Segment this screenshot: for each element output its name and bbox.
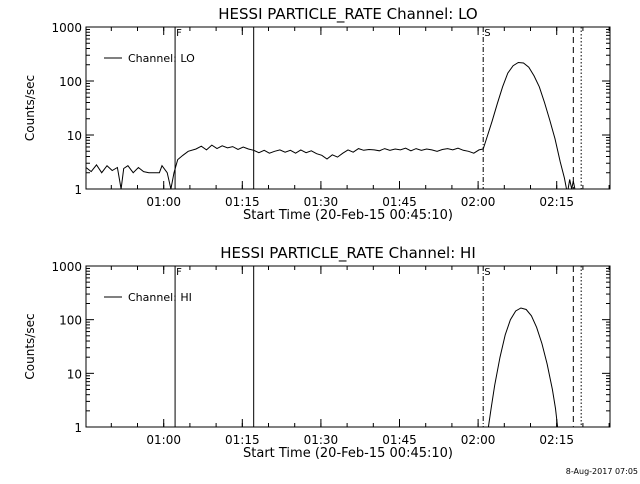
x-axis-label: Start Time (20-Feb-15 00:45:10)	[243, 446, 453, 461]
y-tick-label: 100	[59, 314, 82, 328]
y-axis-label: Counts/sec	[23, 313, 37, 379]
y-tick-label: 1000	[51, 260, 82, 274]
event-marker-label: F	[176, 267, 182, 278]
event-marker-label: F	[176, 28, 182, 39]
x-tick-label: 02:00	[461, 433, 496, 447]
footer-date: 8-Aug-2017 07:05	[566, 467, 638, 476]
chart-title: HESSI PARTICLE_RATE Channel: LO	[218, 5, 477, 24]
x-axis-label: Start Time (20-Feb-15 00:45:10)	[243, 208, 453, 223]
x-tick-label: 01:45	[382, 433, 417, 447]
plot-frame	[85, 265, 611, 428]
x-tick-label: 01:15	[225, 433, 260, 447]
x-tick-label: 01:00	[146, 195, 181, 209]
y-tick-label: 1000	[51, 21, 82, 35]
x-tick-label: 02:15	[539, 433, 574, 447]
x-tick-label: 01:00	[146, 433, 181, 447]
event-marker-label: S	[484, 28, 490, 39]
y-axis-label: Counts/sec	[23, 75, 37, 141]
chart-title: HESSI PARTICLE_RATE Channel: HI	[220, 244, 476, 263]
chart-panel-0: HESSI PARTICLE_RATE Channel: LO 1 10 100 100…	[23, 5, 611, 223]
y-tick-label: 1	[74, 183, 82, 197]
legend-label: Channel: HI	[128, 291, 192, 304]
legend-label: Channel: LO	[128, 52, 195, 65]
x-tick-label: 01:15	[225, 195, 260, 209]
y-tick-label: 10	[67, 129, 82, 143]
x-tick-label: 02:15	[539, 195, 574, 209]
y-tick-label: 10	[67, 367, 82, 381]
series-line	[487, 307, 559, 428]
y-tick-label: 100	[59, 75, 82, 89]
x-tick-label: 01:30	[304, 433, 339, 447]
x-tick-label: 01:30	[304, 195, 339, 209]
x-tick-label: 02:00	[461, 195, 496, 209]
x-tick-label: 01:45	[382, 195, 417, 209]
plot-frame	[85, 26, 611, 190]
series-line	[85, 61, 576, 190]
chart-panel-1: HESSI PARTICLE_RATE Channel: HI 1 10 100 100…	[23, 244, 611, 461]
y-tick-label: 1	[74, 421, 82, 435]
event-marker-label: S	[484, 267, 490, 278]
